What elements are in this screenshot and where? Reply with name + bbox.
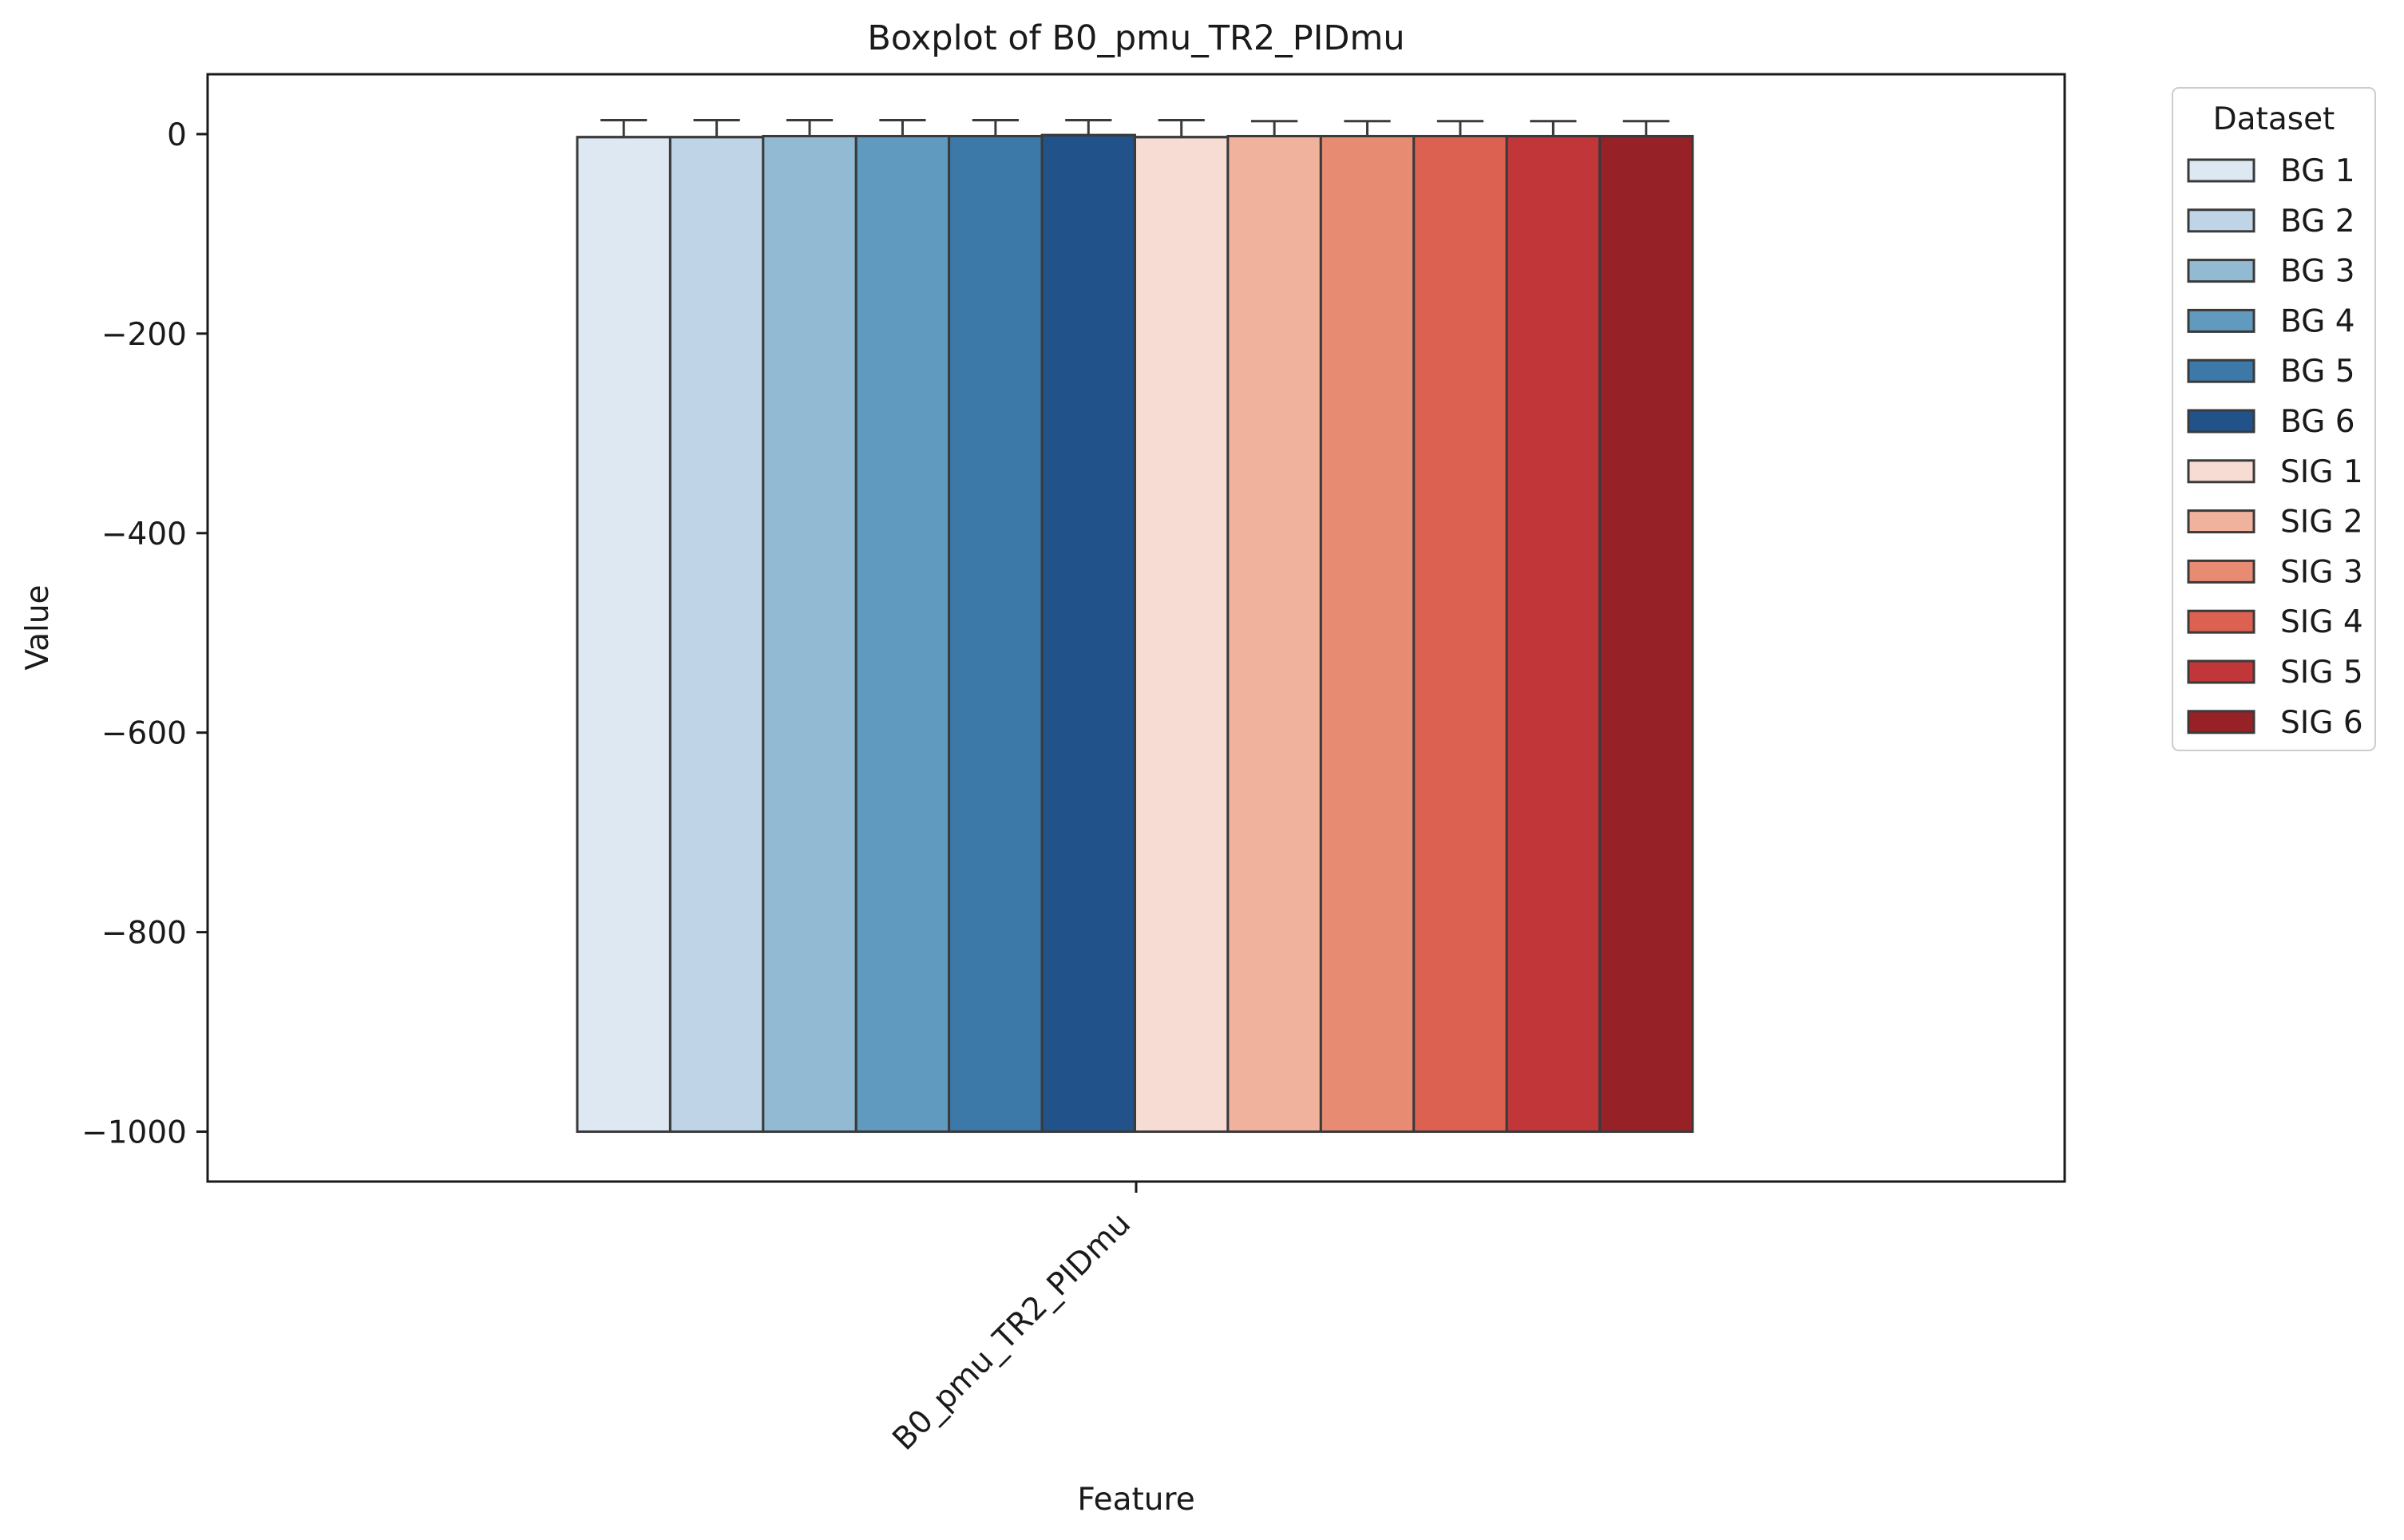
box [1134, 136, 1230, 1134]
legend-swatch [2187, 559, 2255, 584]
legend-swatch [2187, 710, 2255, 734]
legend-title: Dataset [2213, 101, 2335, 137]
legend-label: SIG 1 [2280, 454, 2363, 490]
legend-swatch [2187, 409, 2255, 433]
y-tick-label: −800 [101, 916, 187, 952]
box [1319, 134, 1416, 1134]
legend-swatch [2187, 659, 2255, 684]
legend-swatch [2187, 158, 2255, 183]
box [1040, 133, 1137, 1134]
box [1505, 134, 1602, 1134]
legend-label: BG 3 [2280, 254, 2355, 290]
legend-label: BG 6 [2280, 404, 2355, 440]
legend-swatch [2187, 259, 2255, 283]
y-tick-label: −1000 [81, 1115, 187, 1151]
x-axis-label: Feature [1077, 1482, 1194, 1518]
legend-swatch [2187, 208, 2255, 233]
box [1598, 134, 1694, 1134]
legend-swatch [2187, 308, 2255, 333]
boxes-group [576, 118, 1694, 1134]
legend-label: BG 5 [2280, 354, 2355, 390]
legend-label: SIG 5 [2280, 655, 2363, 691]
box [854, 134, 951, 1134]
legend-label: SIG 3 [2280, 554, 2363, 590]
box [762, 134, 857, 1134]
legend-frame [2172, 87, 2376, 751]
y-axis-label: Value [20, 584, 56, 670]
y-tick-label: −200 [101, 317, 187, 353]
y-tick-label: −600 [101, 716, 187, 752]
y-axis: 0 −200 −400 −600 −800 −1000 [81, 117, 208, 1151]
legend-items: BG 1 BG 2 BG 3 BG 4 BG 5 BG 6 SIG 1 SIG 2 SIG 3 S… [2187, 153, 2363, 741]
box [1412, 134, 1508, 1134]
box [668, 136, 765, 1134]
box [948, 134, 1044, 1134]
legend-label: SIG 6 [2280, 705, 2363, 741]
legend-swatch [2187, 509, 2255, 534]
legend-swatch [2187, 459, 2255, 484]
x-tick-label: B0_pmu_TR2_PIDmu [886, 1205, 1138, 1457]
y-tick-label: −400 [101, 517, 187, 552]
legend-label: BG 2 [2280, 204, 2355, 240]
legend-label: SIG 4 [2280, 604, 2363, 640]
box [576, 136, 671, 1134]
legend-label: BG 1 [2280, 153, 2355, 189]
legend-label: BG 4 [2280, 303, 2355, 339]
legend-swatch [2187, 358, 2255, 383]
legend-label: SIG 2 [2280, 505, 2363, 540]
box [1226, 134, 1322, 1134]
legend: Dataset BG 1 BG 2 BG 3 BG 4 BG 5 BG 6 SIG 1 SIG… [2172, 87, 2376, 751]
legend-swatch [2187, 609, 2255, 634]
y-tick-label: 0 [167, 117, 187, 153]
chart-title: Boxplot of B0_pmu_TR2_PIDmu [867, 18, 1404, 58]
x-axis: B0_pmu_TR2_PIDmu [886, 1182, 1138, 1458]
